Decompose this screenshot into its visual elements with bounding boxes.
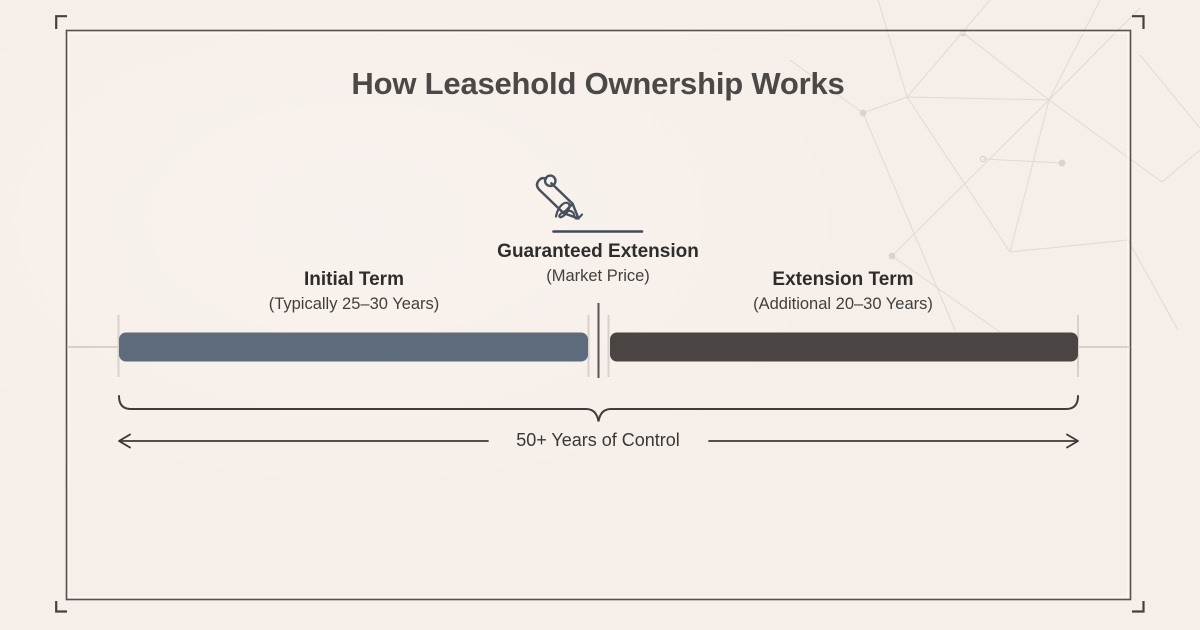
extension-term-label: Extension Term — [772, 269, 914, 290]
page-title: How Leasehold Ownership Works — [351, 66, 845, 101]
frame-inner-highlight — [68, 32, 1129, 598]
total-span-label: 50+ Years of Control — [516, 430, 680, 450]
initial-term-label: Initial Term — [304, 269, 404, 290]
pen-signature-icon — [535, 174, 644, 233]
corner-marks — [55, 15, 1145, 613]
milestone-label: Guaranteed Extension — [497, 241, 699, 262]
total-span-arrow — [118, 433, 1079, 449]
initial-term-sublabel: (Typically 25–30 Years) — [268, 295, 440, 313]
network-decoration-graphic — [789, 0, 1200, 333]
arrowhead-right-icon — [1066, 433, 1079, 449]
extension-term-bar — [610, 332, 1078, 362]
milestone-sublabel: (Market Price) — [546, 267, 650, 285]
arrowhead-left-icon — [118, 433, 131, 449]
total-span-brace — [118, 395, 1079, 422]
initial-term-bar — [119, 332, 588, 362]
frame-border — [65, 29, 1132, 601]
extension-term-sublabel: (Additional 20–30 Years) — [753, 295, 933, 313]
